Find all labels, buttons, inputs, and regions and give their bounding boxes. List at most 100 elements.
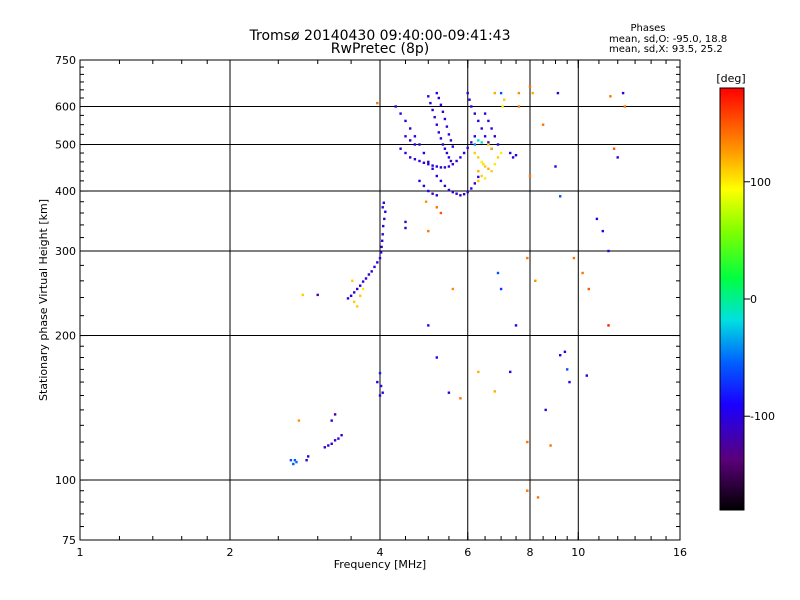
data-point <box>327 444 330 447</box>
data-point <box>477 139 480 142</box>
data-point <box>466 91 469 95</box>
data-point <box>431 192 434 195</box>
data-point <box>361 280 365 283</box>
data-point <box>404 119 407 123</box>
data-point <box>493 390 496 393</box>
data-point <box>424 200 428 203</box>
data-point <box>356 287 359 291</box>
data-point <box>451 287 454 291</box>
data-point <box>528 174 532 178</box>
gridlines <box>80 60 680 540</box>
data-point <box>289 459 293 462</box>
data-point <box>455 159 458 163</box>
data-point <box>612 147 616 150</box>
data-point <box>381 391 384 394</box>
data-point <box>587 287 590 291</box>
data-point <box>544 408 547 412</box>
data-point <box>431 167 434 170</box>
data-point <box>528 85 532 88</box>
colorbar-tick-label: -100 <box>750 410 775 423</box>
x-tick-label: 4 <box>377 546 384 559</box>
data-point <box>382 224 385 228</box>
data-point <box>413 135 417 138</box>
data-point <box>621 91 625 95</box>
data-point <box>607 324 610 327</box>
data-point <box>496 271 500 275</box>
data-points <box>289 85 626 499</box>
data-point <box>364 277 368 280</box>
data-point <box>373 265 376 269</box>
chart-title: Tromsø 20140430 09:40:00-09:41:43 <box>249 28 511 44</box>
data-point <box>473 135 476 138</box>
data-point <box>526 489 529 492</box>
x-tick-label: 8 <box>527 546 534 559</box>
data-point <box>447 133 451 136</box>
data-point <box>378 256 382 260</box>
data-point <box>503 98 506 101</box>
data-point <box>455 192 458 195</box>
data-point <box>556 91 560 95</box>
colorbar-ticks: -100 0 100 <box>744 176 775 423</box>
x-tick-label: 16 <box>673 546 687 559</box>
data-point <box>443 184 447 188</box>
data-point <box>514 324 518 327</box>
data-point <box>379 251 383 254</box>
stats-heading: Phases <box>630 23 665 34</box>
data-point <box>431 108 434 112</box>
data-point <box>477 175 480 179</box>
data-point <box>427 95 430 98</box>
data-point <box>346 297 350 300</box>
data-point <box>333 439 337 442</box>
data-point <box>435 91 438 95</box>
chart-subtitle: RwPretec (8p) <box>331 41 429 57</box>
data-point <box>477 179 480 183</box>
data-point <box>536 496 540 499</box>
data-point <box>595 217 599 221</box>
data-point <box>305 459 308 462</box>
data-point <box>422 184 426 188</box>
data-point <box>295 460 298 464</box>
data-point <box>559 195 562 198</box>
data-point <box>487 119 490 123</box>
data-point <box>466 190 469 194</box>
data-point <box>356 305 359 308</box>
y-tick-label: 200 <box>55 330 76 343</box>
data-point <box>459 397 462 400</box>
colorbar-tick-label: 0 <box>750 293 757 306</box>
data-point <box>517 91 521 95</box>
colorbar-tick-label: 100 <box>750 176 771 189</box>
data-point <box>376 101 379 105</box>
x-tick-label: 10 <box>571 546 585 559</box>
data-point <box>307 455 310 458</box>
y-axis-label: Stationary phase Virtual Height [km] <box>37 199 50 401</box>
data-point <box>483 165 487 168</box>
data-point <box>439 179 443 183</box>
data-point <box>349 294 353 297</box>
stats-line-o: mean, sd,O: -95.0, 18.8 <box>609 34 727 45</box>
data-point <box>447 391 451 394</box>
y-tick-label: 300 <box>55 245 76 258</box>
data-point <box>462 193 466 196</box>
data-point <box>323 446 326 449</box>
data-point <box>451 145 454 148</box>
data-point <box>361 287 365 291</box>
data-point <box>382 201 385 204</box>
data-point <box>427 189 430 193</box>
data-point <box>572 256 576 260</box>
data-point <box>399 147 402 150</box>
data-point <box>353 300 356 304</box>
data-point <box>404 151 407 155</box>
x-tick-label: 2 <box>227 546 234 559</box>
data-point <box>435 123 438 126</box>
data-point <box>316 293 319 297</box>
data-point <box>379 384 383 388</box>
data-point <box>443 166 447 169</box>
data-point <box>378 394 382 397</box>
data-point <box>447 188 451 192</box>
x-tick-label: 6 <box>464 546 471 559</box>
data-point <box>435 165 438 168</box>
data-point <box>459 156 462 159</box>
y-tick-label: 100 <box>55 474 76 487</box>
data-point <box>490 170 493 173</box>
data-point <box>541 123 545 126</box>
